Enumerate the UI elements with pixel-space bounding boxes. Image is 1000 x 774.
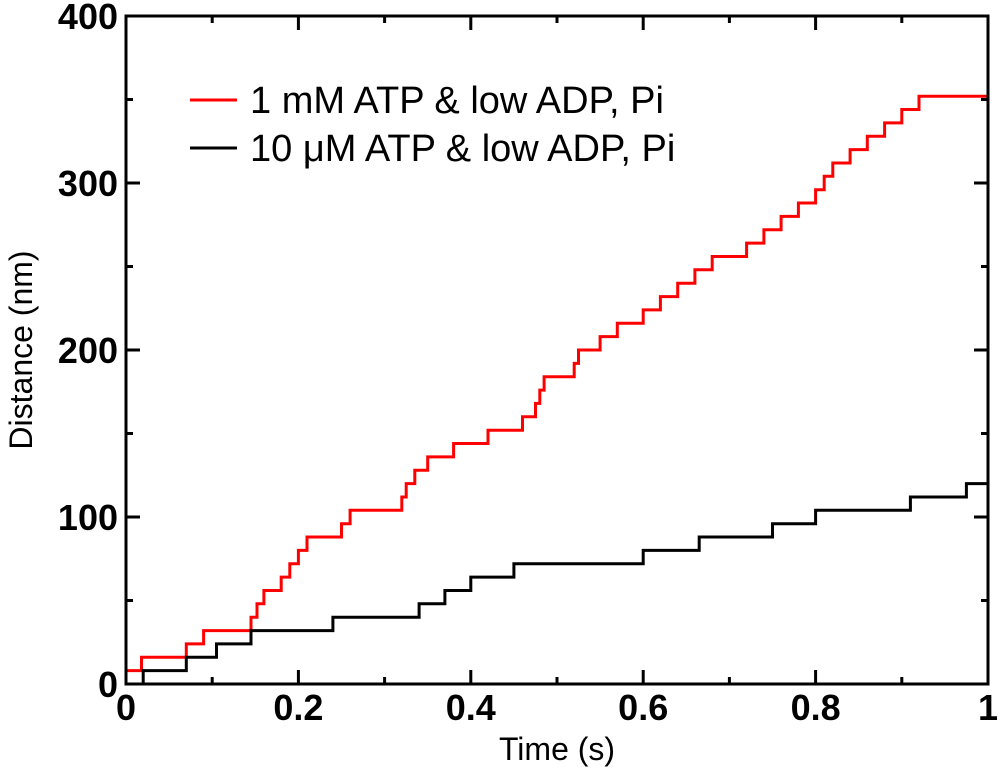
series-line-1 xyxy=(126,94,988,673)
y-tick-label: 200 xyxy=(58,330,118,371)
x-tick-label: 0.4 xyxy=(446,687,496,728)
y-tick-label: 400 xyxy=(58,0,118,37)
x-tick-label: 0.2 xyxy=(273,687,323,728)
axis-ticks xyxy=(124,14,990,686)
series-line-2 xyxy=(126,482,988,686)
y-tick-label: 300 xyxy=(58,163,118,204)
x-axis-label: Time (s) xyxy=(499,731,615,767)
x-tick-label: 0.8 xyxy=(791,687,841,728)
legend-label-series-1: 1 mM ATP & low ADP, Pi xyxy=(250,80,664,122)
legend: 1 mM ATP & low ADP, Pi 10 μM ATP & low A… xyxy=(190,80,675,170)
y-axis-label: Distance (nm) xyxy=(3,250,39,449)
tick-labels: 0 0.2 0.4 0.6 0.8 1 0 100 200 300 400 xyxy=(58,0,998,728)
y-tick-label: 100 xyxy=(58,497,118,538)
plot-area xyxy=(126,94,988,686)
x-tick-label: 0 xyxy=(116,687,136,728)
x-tick-label: 1 xyxy=(978,687,998,728)
x-tick-label: 0.6 xyxy=(618,687,668,728)
y-tick-label: 0 xyxy=(98,664,118,705)
legend-label-series-2: 10 μM ATP & low ADP, Pi xyxy=(250,128,675,170)
